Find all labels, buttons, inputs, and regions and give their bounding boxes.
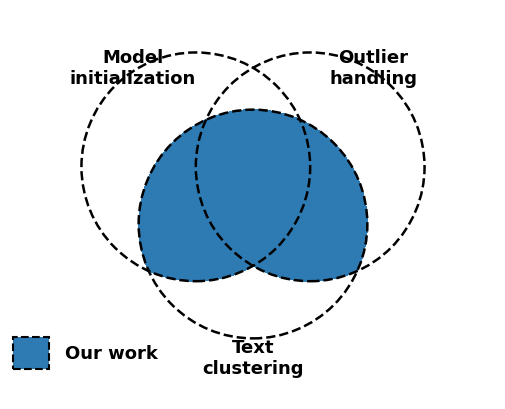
Text: Text
clustering: Text clustering	[202, 339, 303, 378]
Text: Our work: Our work	[65, 344, 158, 362]
FancyBboxPatch shape	[13, 337, 49, 369]
Text: Outlier
handling: Outlier handling	[328, 49, 416, 88]
Text: Model
initialization: Model initialization	[70, 49, 195, 88]
